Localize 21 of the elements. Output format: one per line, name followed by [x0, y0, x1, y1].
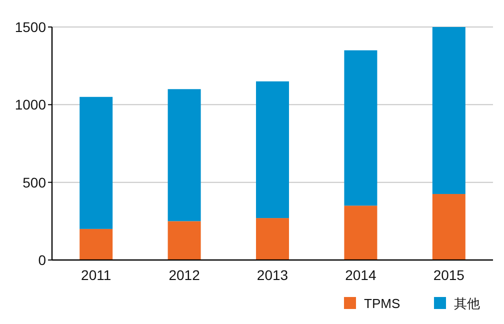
- y-tick-label: 1000: [14, 96, 46, 113]
- bar: [168, 221, 201, 260]
- x-tick-label: 2011: [81, 267, 112, 283]
- x-tick-label: 2015: [433, 267, 465, 283]
- x-tick-label: 2013: [256, 267, 288, 283]
- y-tick-label: 1500: [14, 19, 46, 35]
- bar: [168, 89, 201, 222]
- bar: [432, 194, 466, 260]
- legend-label: 其他: [454, 296, 480, 311]
- bar: [344, 50, 378, 206]
- bar: [432, 27, 466, 194]
- y-tick-label: 0: [38, 252, 46, 268]
- y-tick-label: 500: [22, 174, 46, 190]
- x-tick-label: 2012: [168, 267, 200, 283]
- bar: [80, 228, 113, 260]
- bar: [80, 96, 113, 229]
- bar: [256, 81, 289, 218]
- legend-label: TPMS: [364, 296, 400, 311]
- bar: [256, 218, 289, 260]
- x-tick-label: 2014: [345, 267, 376, 283]
- bar: [344, 206, 378, 260]
